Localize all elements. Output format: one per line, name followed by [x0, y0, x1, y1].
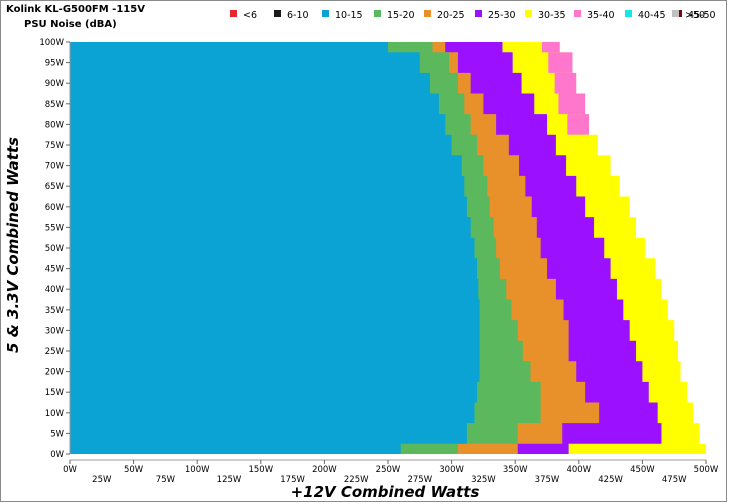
x-tick-label: 275W: [407, 475, 432, 485]
x-tick-label: 500W: [694, 465, 719, 475]
y-tick-label: 70W: [45, 162, 65, 172]
legend-item: 40-45: [625, 10, 666, 21]
y-tick-label: 0W: [50, 450, 64, 460]
legend-swatch: [574, 10, 581, 17]
x-tick-label: 475W: [662, 475, 687, 485]
x-tick-label: 325W: [471, 475, 496, 485]
legend-item: 10-15: [322, 10, 363, 21]
y-tick-label: 50W: [45, 244, 65, 254]
legend-swatch: [672, 10, 679, 17]
legend-item: 35-40: [574, 10, 615, 21]
x-tick-label: 225W: [344, 475, 369, 485]
legend-item: 6-10: [274, 10, 309, 21]
x-tick-label: 425W: [598, 475, 623, 485]
x-tick-label: 100W: [185, 465, 210, 475]
y-axis-title: 5 & 3.3V Combined Watts: [4, 137, 22, 353]
y-tick-label: 60W: [45, 203, 65, 213]
x-tick-label: 175W: [280, 475, 305, 485]
legend-swatch: [322, 10, 329, 17]
band-35-40-cell: [548, 52, 573, 73]
y-tick-label: 30W: [45, 326, 65, 336]
legend-label: 45-50: [688, 10, 716, 21]
y-tick-label: 35W: [45, 306, 65, 316]
x-axis-ticks: 0W 50W 100W 150W 200W 250W 300W 350W 400W 450W 500…: [63, 459, 719, 485]
legend-swatch: [374, 10, 381, 17]
chart-subtitle: PSU Noise (dBA): [24, 19, 117, 30]
legend-label: 40-45: [638, 10, 666, 21]
x-tick-label: 0W: [63, 465, 77, 475]
band-35-40-cell: [558, 93, 586, 115]
legend: <6 6-10 10-15 15-20 20-25 25-30 30-35 35-40 40-4…: [230, 10, 716, 21]
y-tick-label: 85W: [45, 100, 65, 110]
legend-swatch: [230, 10, 237, 17]
x-tick-label: 50W: [124, 465, 144, 475]
legend-label: 25-30: [488, 10, 516, 21]
y-tick-label: 90W: [45, 79, 65, 89]
legend-item: 20-25: [424, 10, 465, 21]
legend-label: 30-35: [538, 10, 566, 21]
y-tick-label: 55W: [45, 223, 65, 233]
legend-label: 15-20: [387, 10, 415, 21]
y-tick-label: 45W: [45, 265, 65, 275]
noise-bands: [69, 42, 706, 454]
x-tick-label: 200W: [312, 465, 337, 475]
y-tick-label: 65W: [45, 182, 65, 192]
y-tick-label: 25W: [45, 347, 65, 357]
band-35-40-cell: [554, 72, 577, 94]
band-35-40-cell: [541, 42, 560, 53]
chart-title: Kolink KL-G500FM -115V: [6, 4, 145, 15]
legend-item: >50: [672, 10, 705, 21]
x-tick-label: 300W: [439, 465, 464, 475]
legend-item: <6: [230, 10, 257, 21]
y-tick-label: 20W: [45, 368, 65, 378]
x-tick-label: 250W: [376, 465, 401, 475]
x-tick-label: 25W: [92, 475, 112, 485]
legend-label: <6: [243, 10, 257, 21]
legend-swatch: [475, 10, 482, 17]
legend-item: 25-30: [475, 10, 516, 21]
legend-swatch: [525, 10, 532, 17]
legend-item: 30-35: [525, 10, 566, 21]
x-tick-label: 375W: [535, 475, 560, 485]
y-tick-label: 10W: [45, 409, 65, 419]
legend-swatch: [424, 10, 431, 17]
y-tick-label: 75W: [45, 141, 65, 151]
legend-swatch: [274, 10, 281, 17]
y-tick-label: 80W: [45, 120, 65, 130]
legend-label: 10-15: [335, 10, 363, 21]
x-axis-title: +12V Combined Watts: [291, 483, 480, 501]
y-tick-label: 40W: [45, 285, 65, 295]
x-tick-label: 125W: [217, 475, 242, 485]
legend-label: 35-40: [587, 10, 615, 21]
legend-label: 20-25: [437, 10, 465, 21]
y-tick-label: 15W: [45, 388, 65, 398]
legend-swatch: [625, 10, 632, 17]
legend-label: >50: [685, 10, 705, 21]
y-tick-label: 5W: [50, 429, 64, 439]
band-35-40-cell: [567, 114, 589, 135]
y-axis-ticks: 0W 5W 10W 15W 20W 25W 30W 35W 40W 45W 50W 55W 60W 65W…: [39, 38, 70, 460]
y-tick-label: 100W: [39, 38, 64, 48]
x-tick-label: 400W: [566, 465, 591, 475]
x-tick-label: 450W: [630, 465, 655, 475]
legend-item: 15-20: [374, 10, 415, 21]
x-tick-label: 350W: [503, 465, 528, 475]
x-tick-label: 75W: [156, 475, 176, 485]
x-tick-label: 150W: [248, 465, 273, 475]
band-10-15: [70, 42, 480, 454]
y-tick-label: 95W: [45, 59, 65, 69]
legend-label: 6-10: [287, 10, 309, 21]
